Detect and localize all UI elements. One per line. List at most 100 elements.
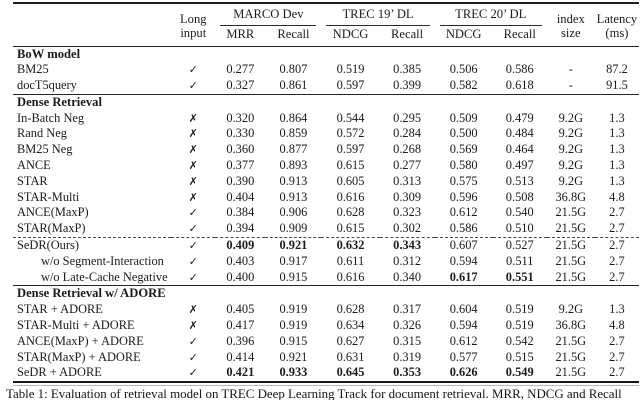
metric-value: 0.400 (226, 269, 255, 284)
col-header-marco-dev-mrr: MRR (226, 27, 255, 42)
metric-value: 0.542 (505, 333, 534, 348)
metric-value: 0.615 (336, 221, 365, 236)
table-section-dense-retrieval: Dense Retrieval In-Batch Neg ✗ 0.320 0.864 0.… (13, 94, 639, 286)
metric-value: 2.7 (609, 221, 625, 236)
metric-value: 1.3 (609, 173, 625, 188)
metric-value: 0.479 (505, 110, 534, 125)
model-name: docT5query (17, 78, 77, 93)
metric-value: 9.2G (558, 142, 584, 157)
metric-value: - (568, 78, 573, 93)
metric-value: 2.7 (609, 333, 625, 348)
metric-value: 0.597 (336, 142, 365, 157)
metric-value: 0.575 (449, 173, 478, 188)
metric-value: 2.7 (609, 269, 625, 284)
metric-value: 0.864 (279, 110, 308, 125)
section-title: Dense Retrieval w/ ADORE (17, 286, 166, 301)
metric-value: 21.5G (555, 253, 587, 268)
metric-value: 0.317 (393, 302, 422, 317)
metric-value: 0.377 (226, 158, 255, 173)
metric-value: 9.2G (558, 173, 584, 188)
model-name: STAR-Multi (17, 189, 80, 204)
cross-icon: ✗ (188, 143, 198, 157)
metric-value: 0.511 (506, 253, 534, 268)
metric-value: 0.343 (379, 237, 435, 254)
header-label-line: input (180, 26, 207, 41)
results-table: Long input MARCO Dev TREC 19’ DL TREC 20’ DL… (13, 4, 639, 381)
col-group-label: TREC 20’ DL (439, 7, 542, 26)
cross-icon: ✗ (188, 174, 198, 188)
header-label-lines: Latency (ms) (595, 12, 639, 41)
table-row: In-Batch Neg ✗ 0.320 0.864 0.544 0.295 0.509 0.… (13, 111, 639, 127)
metric-value: 0.919 (279, 318, 308, 333)
metric-value: 0.500 (449, 126, 478, 141)
table-row: ANCE(MaxP) ✓ 0.384 0.906 0.628 0.323 0.612 0.54… (13, 205, 639, 221)
metric-value: 2.7 (609, 205, 625, 220)
metric-value: 0.519 (505, 302, 534, 317)
col-group-trec-20-dl: TREC 20’ DL (435, 4, 547, 26)
metric-value: 21.5G (555, 269, 587, 284)
metric-value: - (568, 62, 573, 77)
model-name: SeDR(Ours) (13, 237, 172, 254)
table-row: STAR-Multi + ADORE ✗ 0.417 0.919 0.634 0.326 0… (13, 318, 639, 334)
table-row: ANCE(MaxP) + ADORE ✓ 0.396 0.915 0.627 0.315 0… (13, 334, 639, 350)
metric-value: 0.340 (393, 269, 422, 284)
metric-value: 0.569 (449, 142, 478, 157)
metric-value: 0.295 (393, 110, 422, 125)
section-title-row: BoW model (13, 46, 639, 62)
metric-value: 21.5G (546, 237, 595, 254)
model-name: STAR (17, 173, 48, 188)
metric-value: 0.634 (336, 318, 365, 333)
metric-value: 9.2G (558, 158, 584, 173)
metric-value: 0.405 (226, 302, 255, 317)
model-name: In-Batch Neg (17, 110, 85, 125)
metric-value: 0.572 (336, 126, 365, 141)
metric-value: 0.513 (505, 173, 534, 188)
table-section-bow-model: BoW model BM25 ✓ 0.277 0.807 0.519 0.385 0.506 0… (13, 46, 639, 94)
metric-value: 0.580 (449, 158, 478, 173)
metric-value: 0.519 (505, 318, 534, 333)
metric-value: 0.409 (215, 237, 266, 254)
metric-value: 0.921 (265, 237, 322, 254)
col-header-trec-20-dl-recall: Recall (503, 27, 536, 42)
metric-value: 0.320 (226, 110, 255, 125)
col-header-marco-dev-recall: Recall (277, 27, 310, 42)
metric-value: 0.315 (393, 333, 422, 348)
col-group-label: MARCO Dev (220, 7, 317, 26)
table-row: STAR-Multi ✗ 0.404 0.913 0.616 0.309 0.596 0.50… (13, 190, 639, 206)
metric-value: 0.917 (279, 253, 308, 268)
metric-value: 0.464 (505, 142, 534, 157)
metric-value: 0.390 (226, 173, 255, 188)
table-row: STAR + ADORE ✗ 0.405 0.919 0.628 0.317 0.604 0.… (13, 302, 639, 318)
section-title-row: Dense Retrieval (13, 94, 639, 110)
model-name: STAR(MaxP) + ADORE (17, 349, 141, 364)
table-row: w/o Late-Cache Negative ✓ 0.400 0.915 0.616 0… (13, 270, 639, 286)
table-row: Rand Neg ✗ 0.330 0.859 0.572 0.284 0.500 0.484 9… (13, 126, 639, 142)
metric-value: 1.3 (609, 110, 625, 125)
metric-value: 0.913 (279, 189, 308, 204)
metric-value: 0.319 (393, 349, 422, 364)
metric-value: 0.519 (336, 62, 365, 77)
col-header-latency: Latency (ms) (595, 4, 639, 46)
model-name: BM25 (17, 62, 49, 77)
metric-value: 2.7 (609, 253, 625, 268)
col-header-long-input: Long input (171, 4, 215, 46)
metric-value: 0.284 (393, 126, 422, 141)
metric-value: 21.5G (555, 205, 587, 220)
metric-value: 0.323 (393, 205, 422, 220)
metric-value: 0.586 (505, 62, 534, 77)
metric-value: 0.540 (505, 205, 534, 220)
metric-value: 0.626 (449, 365, 478, 380)
model-name: ANCE (17, 158, 51, 173)
header-row-groups: Long input MARCO Dev TREC 19’ DL TREC 20’ DL… (13, 4, 639, 40)
metric-value: 0.607 (434, 237, 493, 254)
metric-value: 0.484 (505, 126, 534, 141)
metric-value: 0.877 (279, 142, 308, 157)
check-icon: ✓ (188, 222, 198, 236)
col-header-model (13, 4, 171, 46)
header-label-lines: index size (547, 12, 595, 41)
table-row: docT5query ✓ 0.327 0.861 0.597 0.399 0.582 0.61… (13, 78, 639, 94)
metric-value: 4.8 (609, 189, 625, 204)
metric-value: 91.5 (606, 78, 628, 93)
metric-value: 0.616 (336, 189, 365, 204)
